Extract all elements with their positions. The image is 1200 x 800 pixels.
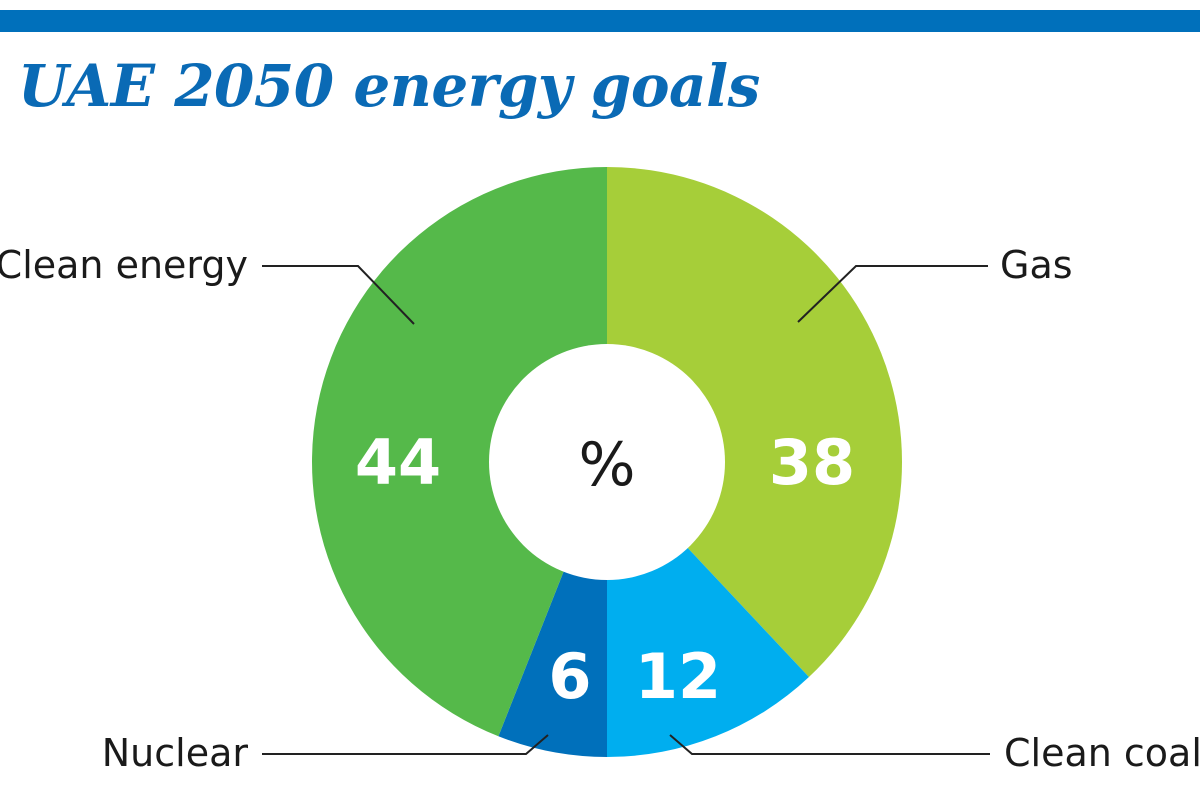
value-label-nuclear: 6 [548,640,591,713]
donut-center-hole [489,344,725,580]
value-label-gas: 38 [769,426,855,499]
chart-title: UAE 2050 energy goals [18,52,760,120]
center-percent-label: % [578,430,635,500]
callout-label-clean-energy: Clean energy [0,243,248,287]
callout-label-nuclear: Nuclear [102,731,249,775]
callout-label-gas: Gas [1000,243,1073,287]
callout-line-nuclear [262,734,549,755]
callout-line-clean-energy [262,265,415,325]
slice-clean-energy [312,167,607,737]
value-label-clean-coal: 12 [635,640,721,713]
slice-gas [607,167,903,678]
callout-line-clean-coal [669,734,990,755]
top-accent-bar [0,10,1200,32]
callout-label-clean-coal: Clean coal [1004,731,1200,775]
callout-line-gas [797,265,988,323]
value-label-clean-energy: 44 [355,426,441,499]
